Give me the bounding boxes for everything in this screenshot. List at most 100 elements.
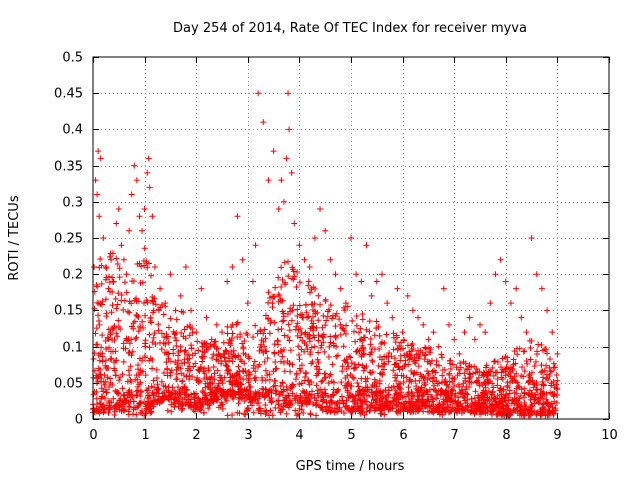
roti-point <box>332 271 339 278</box>
roti-point <box>517 392 524 399</box>
roti-point <box>181 394 188 401</box>
roti-point <box>393 378 400 385</box>
roti-point <box>391 395 398 402</box>
roti-point <box>307 325 314 332</box>
roti-point <box>98 280 105 287</box>
roti-point <box>260 119 267 126</box>
roti-point <box>521 389 528 396</box>
roti-point <box>359 316 366 323</box>
roti-point <box>463 383 470 390</box>
roti-point <box>243 372 250 379</box>
roti-point <box>237 333 244 340</box>
roti-point <box>125 335 132 342</box>
roti-point <box>446 378 453 385</box>
roti-point <box>460 380 467 387</box>
roti-point <box>92 177 99 184</box>
roti-point <box>215 357 222 364</box>
roti-point <box>425 336 432 343</box>
y-tick-label: 0.3 <box>62 196 83 211</box>
roti-point <box>324 408 331 415</box>
roti-point <box>93 282 100 289</box>
roti-point <box>265 289 272 296</box>
roti-point <box>181 326 188 333</box>
roti-point <box>97 366 104 373</box>
roti-point <box>383 331 390 338</box>
roti-point <box>97 350 104 357</box>
roti-point <box>502 278 509 285</box>
roti-point <box>154 381 161 388</box>
roti-point <box>113 220 120 227</box>
roti-point <box>326 343 333 350</box>
roti-point <box>127 376 134 383</box>
roti-point <box>355 383 362 390</box>
roti-point <box>467 409 474 416</box>
roti-point <box>439 372 446 379</box>
roti-point <box>121 407 128 414</box>
roti-point <box>369 357 376 364</box>
roti-point <box>471 395 478 402</box>
roti-point <box>117 395 124 402</box>
roti-point <box>250 334 257 341</box>
roti-point <box>540 374 547 381</box>
y-axis-ticks: 0 0.05 0.1 0.15 0.2 0.25 0.3 0.35 0.4 0.45 0.5 <box>54 51 609 428</box>
roti-point <box>96 410 103 417</box>
roti-point <box>136 260 143 267</box>
roti-point <box>96 264 103 271</box>
roti-point <box>363 242 370 249</box>
roti-point <box>280 359 287 366</box>
roti-point <box>332 334 339 341</box>
roti-point <box>424 396 431 403</box>
roti-point <box>550 393 557 400</box>
roti-point <box>337 285 344 292</box>
roti-point <box>105 410 112 417</box>
roti-point <box>384 399 391 406</box>
roti-point <box>391 355 398 362</box>
roti-point <box>281 259 288 266</box>
roti-point <box>158 378 165 385</box>
roti-point <box>445 409 452 416</box>
roti-point <box>430 396 437 403</box>
roti-point <box>163 359 170 366</box>
roti-point <box>250 365 257 372</box>
roti-point <box>173 370 180 377</box>
roti-point <box>223 397 230 404</box>
roti-point <box>489 364 496 371</box>
roti-point <box>260 349 267 356</box>
roti-point <box>188 307 195 314</box>
roti-point <box>409 399 416 406</box>
roti-point <box>418 393 425 400</box>
roti-point <box>415 387 422 394</box>
roti-point <box>172 307 179 314</box>
roti-point <box>130 325 137 332</box>
roti-point <box>509 396 516 403</box>
roti-point <box>318 404 325 411</box>
roti-point <box>90 356 97 363</box>
roti-point <box>492 396 499 403</box>
roti-point <box>384 300 391 307</box>
roti-point <box>272 366 279 373</box>
roti-point <box>426 358 433 365</box>
roti-point <box>172 359 179 366</box>
roti-point <box>320 394 327 401</box>
roti-point <box>537 390 544 397</box>
roti-point <box>429 378 436 385</box>
roti-point <box>373 318 380 325</box>
roti-point <box>549 329 556 336</box>
roti-point <box>294 306 301 313</box>
roti-point <box>133 177 140 184</box>
roti-point <box>128 300 135 307</box>
roti-point <box>139 279 146 286</box>
roti-point <box>325 354 332 361</box>
roti-point <box>116 265 123 272</box>
roti-point <box>330 392 337 399</box>
roti-point <box>410 402 417 409</box>
roti-point <box>547 355 554 362</box>
roti-point <box>468 363 475 370</box>
roti-point <box>322 322 329 329</box>
data-points <box>90 90 561 419</box>
roti-point <box>294 312 301 319</box>
roti-point <box>308 391 315 398</box>
roti-point <box>404 408 411 415</box>
roti-point <box>135 328 142 335</box>
roti-point <box>249 396 256 403</box>
